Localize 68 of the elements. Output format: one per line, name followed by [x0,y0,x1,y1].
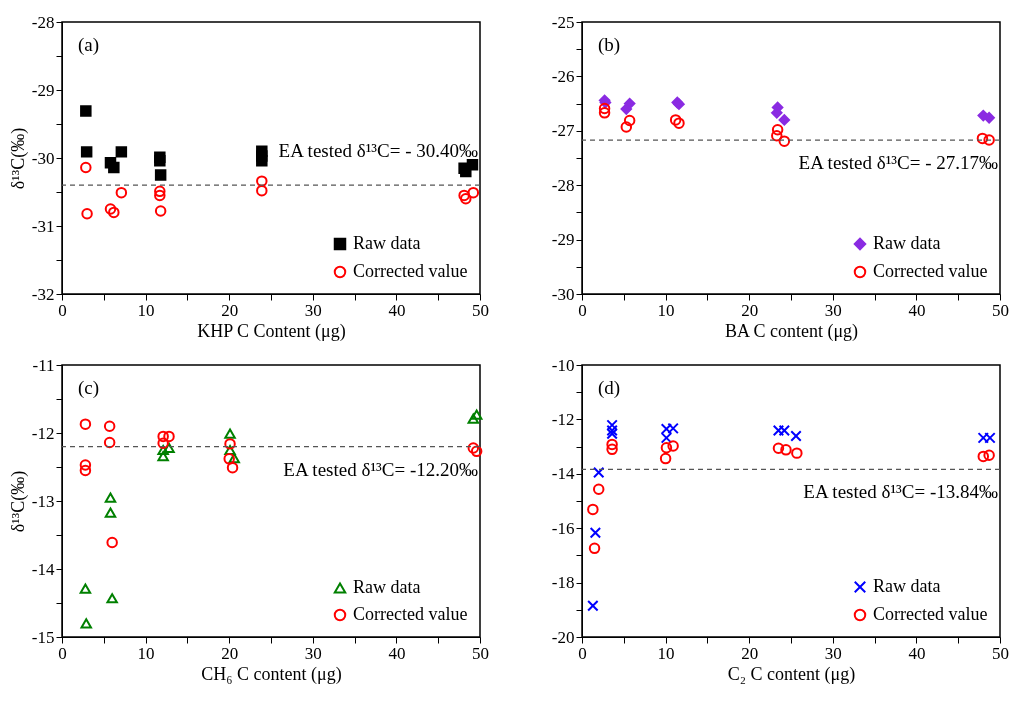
y-axis-title: δ¹³C(‰) [7,470,29,533]
legend-label: Corrected value [353,261,468,281]
x-tick-label: 0 [578,643,587,663]
x-tick-label: 30 [824,300,842,320]
x-tick-label: 0 [58,643,67,663]
x-tick-label: 10 [657,643,675,663]
x-tick-label: 50 [992,643,1009,663]
legend-label: Raw data [353,577,421,597]
x-tick-label: 10 [137,300,155,320]
legend-label: Corrected value [873,261,988,281]
y-tick-label: -12 [551,409,575,429]
ref-line-label: EA tested δ¹³C= -12.20‰ [283,458,478,480]
x-tick-label: 30 [304,643,322,663]
ref-line-label: EA tested δ¹³C= - 27.17‰ [798,152,998,174]
y-tick-label: -29 [551,230,575,250]
x-tick-label: 30 [824,643,842,663]
text: (b) [598,34,621,56]
y-tick-label: -20 [551,627,575,647]
y-tick-label: -27 [551,121,575,141]
x-tick-label: 30 [304,300,322,320]
text: (c) [78,377,100,399]
x-tick-label: 20 [741,643,759,663]
ref-line-label: EA tested δ¹³C= -13.84‰ [803,481,998,503]
y-tick-label: -25 [551,12,575,32]
x-axis-title: BA C content (μg) [724,320,859,342]
ref-line-label: EA tested δ¹³C= - 30.40‰ [278,140,478,162]
y-tick-label: -29 [31,80,55,100]
x-tick-label: 20 [221,300,239,320]
legend-label: Raw data [873,233,941,253]
x-tick-label: 40 [388,643,406,663]
x-axis-title: CH₆ C content (μg) [201,663,342,685]
legend-label: Raw data [873,576,941,596]
text: (a) [78,34,100,56]
x-axis-title: C₂ C content (μg) [727,663,856,685]
x-tick-label: 10 [137,643,155,663]
legend-label: Corrected value [353,604,468,624]
x-tick-label: 50 [472,643,489,663]
y-tick-label: -30 [551,284,575,304]
y-axis-title: δ¹³C(‰) [7,127,29,190]
y-tick-label: -10 [551,355,575,375]
y-tick-label: -11 [32,355,55,375]
y-tick-label: -32 [31,284,55,304]
x-tick-label: 0 [578,300,587,320]
legend-label: Corrected value [873,604,988,624]
x-tick-label: 10 [657,300,675,320]
x-tick-label: 50 [472,300,489,320]
legend-label: Raw data [353,233,421,253]
x-axis-title: KHP C Content (μg) [197,320,346,342]
y-tick-label: -18 [551,573,575,593]
text: (d) [598,377,621,399]
y-tick-label: -15 [31,627,55,647]
y-tick-label: -14 [31,559,55,579]
y-tick-label: -31 [31,216,55,236]
x-tick-label: 40 [388,300,406,320]
y-tick-label: -30 [31,148,55,168]
y-tick-label: -12 [31,423,55,443]
x-tick-label: 40 [908,300,926,320]
x-tick-label: 20 [221,643,239,663]
y-tick-label: -28 [31,12,55,32]
x-tick-label: 0 [58,300,67,320]
x-tick-label: 50 [992,300,1009,320]
y-tick-label: -13 [31,491,55,511]
y-tick-label: -14 [551,464,575,484]
y-tick-label: -28 [551,175,575,195]
x-tick-label: 40 [908,643,926,663]
y-tick-label: -26 [551,66,575,86]
x-tick-label: 20 [741,300,759,320]
y-tick-label: -16 [551,518,575,538]
